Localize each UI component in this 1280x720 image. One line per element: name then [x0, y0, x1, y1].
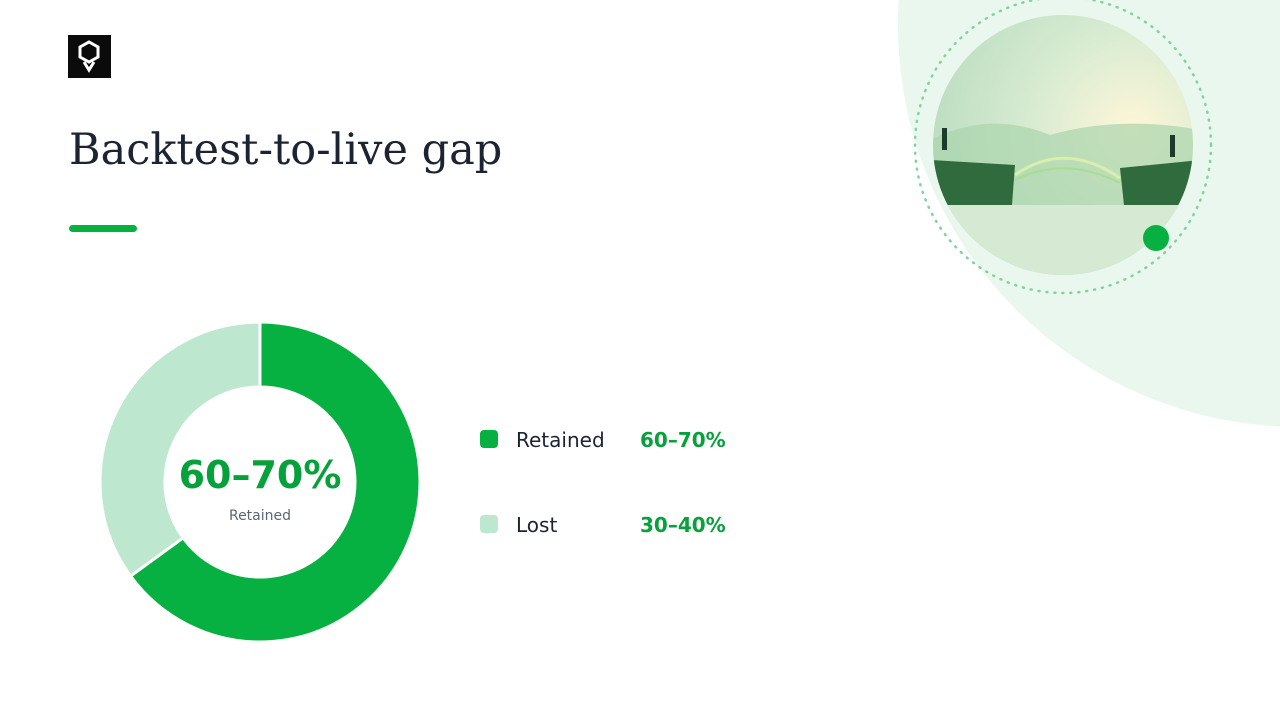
donut-chart: [98, 320, 422, 644]
title-underline: [69, 225, 137, 232]
legend-label: Lost: [516, 513, 557, 537]
legend-value: 60–70%: [640, 428, 726, 452]
donut-segment: [98, 320, 262, 579]
center-label: Retained: [229, 508, 291, 524]
legend: Retained 60–70% Lost 30–40%: [480, 428, 726, 537]
legend-label: Retained: [516, 428, 605, 452]
legend-swatch: [480, 515, 498, 533]
accent-dot: [1143, 225, 1169, 251]
legend-value: 30–40%: [640, 513, 726, 537]
legend-swatch: [480, 430, 498, 448]
donut-segment: [128, 320, 422, 644]
center-value: 60–70%: [179, 453, 342, 497]
slide-title: Backtest-to-live gap: [69, 125, 502, 175]
dotted-ring: [913, 0, 1213, 295]
logo: [68, 35, 111, 78]
